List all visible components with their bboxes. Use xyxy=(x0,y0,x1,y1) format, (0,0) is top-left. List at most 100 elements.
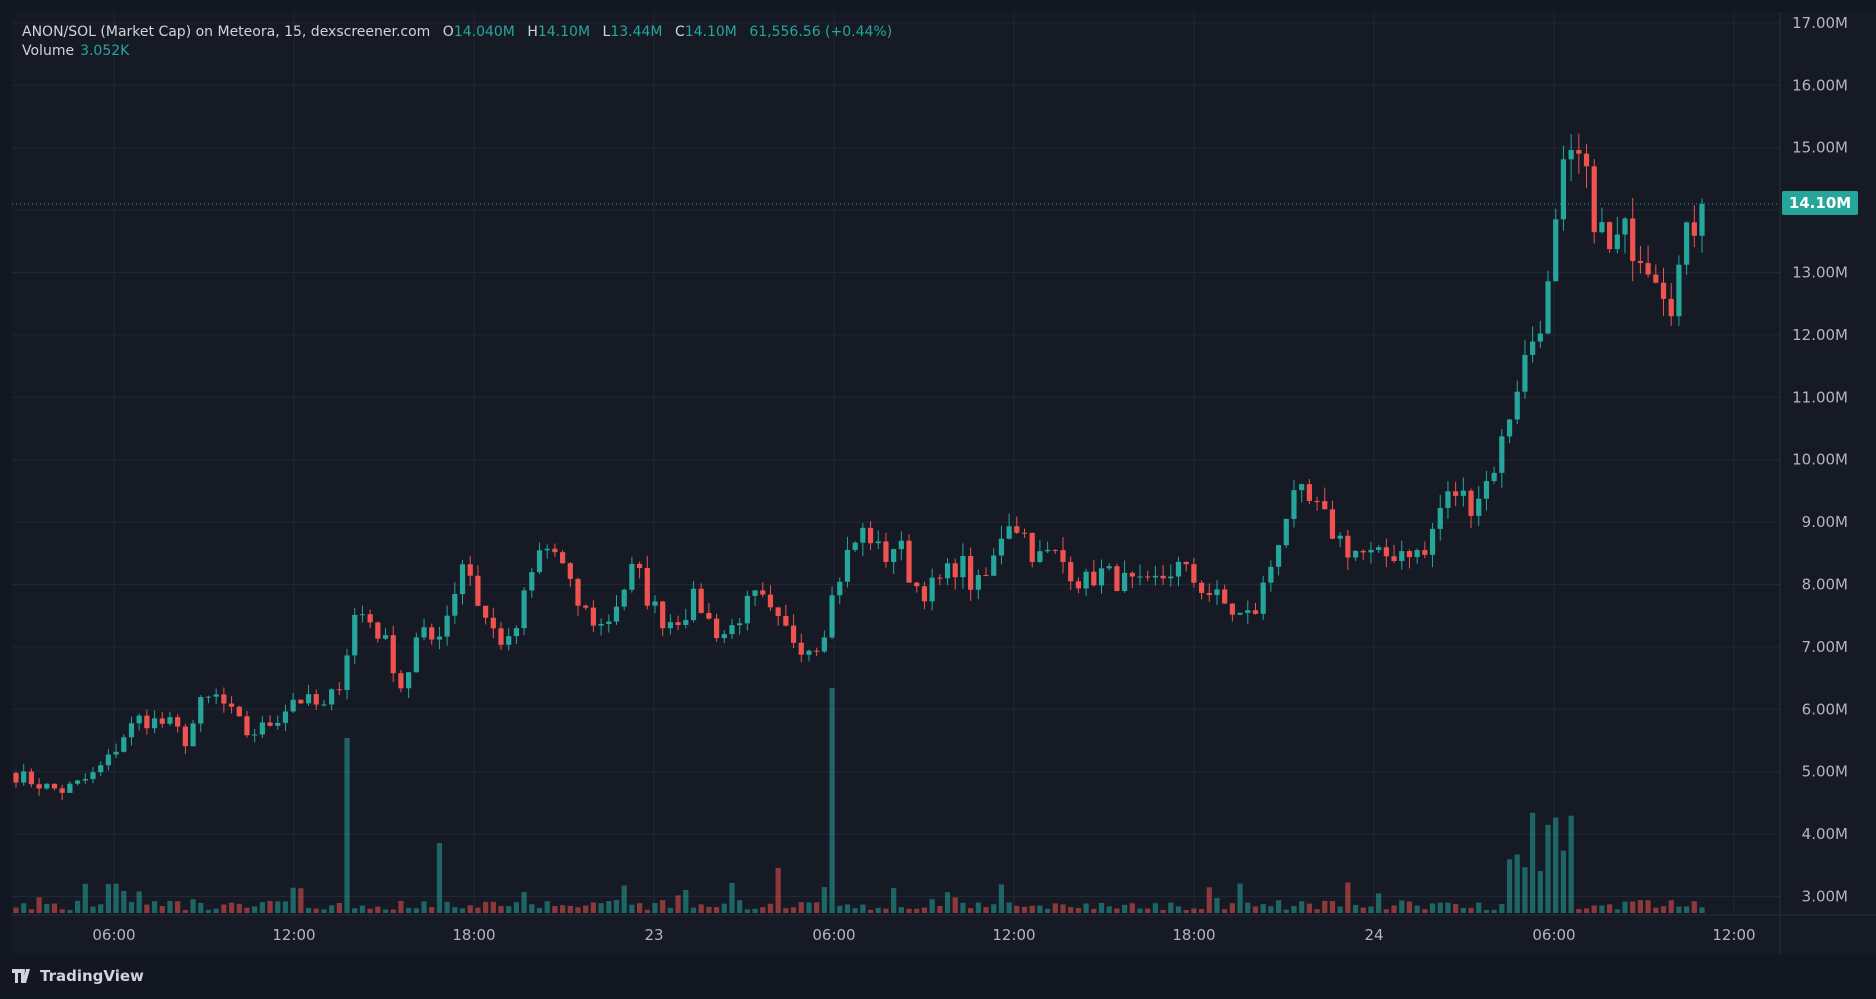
candle-body xyxy=(883,541,889,563)
candle-body xyxy=(1399,551,1405,562)
candle-body xyxy=(783,616,789,626)
candle-body xyxy=(821,637,827,652)
candle-body xyxy=(436,636,443,640)
candle-body xyxy=(136,715,142,724)
volume-bar xyxy=(475,907,481,913)
legend-change: 61,556.56 (+0.44%) xyxy=(749,24,893,40)
volume-bar xyxy=(74,900,81,913)
candle-body xyxy=(806,650,812,655)
legend-close-value: 14.10M xyxy=(684,24,737,40)
candle-body xyxy=(1491,472,1497,482)
volume-bar xyxy=(898,907,904,913)
candle-body xyxy=(1468,490,1474,516)
volume-bar xyxy=(1114,908,1120,913)
volume-bar xyxy=(498,906,504,913)
volume-bar xyxy=(1406,901,1413,913)
candle-body xyxy=(1237,612,1243,615)
candle-body xyxy=(1198,582,1205,593)
candle-body xyxy=(1684,222,1690,265)
candle-body xyxy=(213,694,219,697)
volume-bar xyxy=(1522,867,1528,913)
candle-body xyxy=(1129,572,1135,577)
candle-body xyxy=(1583,153,1590,167)
candle-body xyxy=(536,550,543,573)
volume-bar xyxy=(275,901,281,913)
volume-bar xyxy=(1083,903,1089,913)
y-tick-label: 12.00M xyxy=(1792,326,1848,344)
x-tick-label: 12:00 xyxy=(272,926,315,944)
y-tick-label: 4.00M xyxy=(1802,825,1848,843)
tradingview-logo[interactable]: TradingView xyxy=(12,967,144,985)
candle-body xyxy=(706,612,712,619)
volume-bar xyxy=(1699,907,1705,913)
brand-name: TradingView xyxy=(40,967,144,985)
volume-bar xyxy=(1599,905,1605,913)
candle-body xyxy=(321,704,327,706)
candle-body xyxy=(390,635,396,674)
candle-body xyxy=(752,590,758,596)
volume-bar xyxy=(1437,902,1443,913)
candle-body xyxy=(575,578,581,606)
candle-body xyxy=(1283,518,1289,546)
volume-bar xyxy=(236,903,242,913)
volume-bar xyxy=(660,900,666,913)
candle-body xyxy=(275,722,281,726)
volume-bar xyxy=(467,905,473,913)
candle-body xyxy=(560,552,566,564)
volume-bar xyxy=(1429,903,1436,913)
volume-bar xyxy=(1676,906,1682,913)
volume-bar xyxy=(1645,900,1651,913)
candle-body xyxy=(21,771,27,783)
volume-bar xyxy=(1129,903,1135,913)
candle-body xyxy=(652,601,658,606)
volume-bar xyxy=(937,905,943,913)
candle-body xyxy=(13,772,19,783)
volume-bar xyxy=(190,899,196,913)
volume-bar xyxy=(1506,859,1513,913)
volume-bar xyxy=(998,884,1005,913)
candle-body xyxy=(621,589,627,607)
volume-bar xyxy=(536,907,543,913)
y-tick-label: 6.00M xyxy=(1802,700,1848,718)
volume-bar xyxy=(1607,904,1613,913)
volume-bar xyxy=(282,901,289,913)
candle-body xyxy=(898,540,904,550)
volume-bar xyxy=(1530,812,1536,913)
candle-body xyxy=(760,590,766,595)
candle-body xyxy=(159,718,165,724)
volume-bar xyxy=(598,903,604,913)
candle-body xyxy=(1483,481,1490,499)
volume-bar xyxy=(1376,893,1382,913)
candle-body xyxy=(1245,610,1251,613)
volume-bar xyxy=(513,902,520,913)
legend-high-value: 14.10M xyxy=(537,24,591,40)
candle-body xyxy=(74,780,81,784)
volume-bar xyxy=(552,906,558,913)
volume-bar xyxy=(421,901,427,913)
volume-bar xyxy=(629,904,635,913)
volume-bar xyxy=(1037,905,1043,913)
candle-body xyxy=(1376,547,1382,550)
candle-body xyxy=(1083,571,1089,589)
volume-bar xyxy=(1299,901,1305,913)
candle-body xyxy=(875,541,881,544)
volume-bar xyxy=(1399,900,1405,913)
volume-bar xyxy=(290,887,296,913)
candle-body xyxy=(51,783,58,789)
candle-body xyxy=(1060,550,1066,562)
volume-bar xyxy=(1622,901,1628,913)
volume-bar xyxy=(252,906,258,913)
candle-body xyxy=(983,575,989,577)
volume-bar xyxy=(1499,904,1505,913)
volume-bar xyxy=(406,907,412,913)
candle-body xyxy=(1660,282,1667,299)
volume-bar xyxy=(1075,908,1082,913)
volume-bar xyxy=(814,902,820,913)
candlestick-chart[interactable]: 3.00M 4.00M 5.00M 6.00M 7.00M 8.00M 9.00M 10.00… xyxy=(0,0,1876,955)
candle-body xyxy=(798,642,804,655)
x-tick-label: 06:00 xyxy=(92,926,135,944)
candle-body xyxy=(1322,501,1328,510)
candle-body xyxy=(1314,501,1320,503)
candle-body xyxy=(175,717,181,727)
volume-bar xyxy=(737,900,743,913)
